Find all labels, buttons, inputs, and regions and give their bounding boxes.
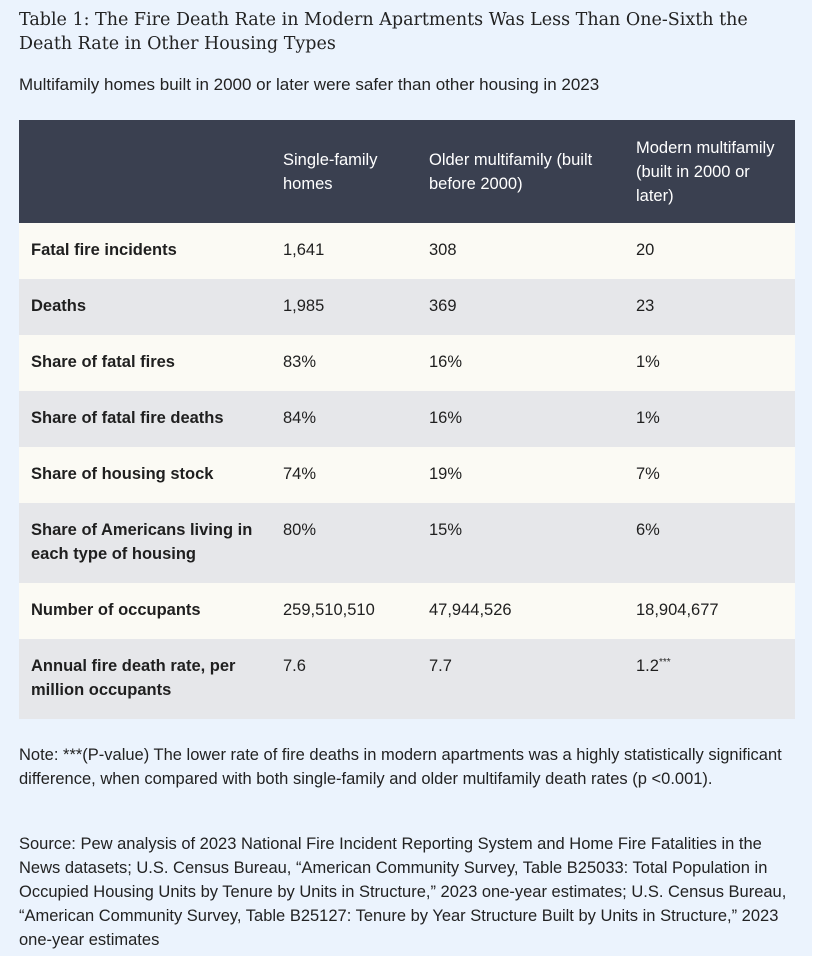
significance-marker: *** — [658, 657, 671, 668]
cell-value: 1.2 — [636, 657, 659, 675]
table-row: Share of fatal fire deaths 84% 16% 1% — [19, 391, 795, 447]
cell: 23 — [636, 279, 795, 335]
table-note: Note: ***(P-value) The lower rate of fir… — [19, 746, 782, 788]
cell: 83% — [283, 335, 429, 391]
cell: 259,510,510 — [283, 583, 429, 639]
cell: 1.2*** — [636, 639, 795, 719]
cell: 15% — [429, 503, 636, 583]
table-row: Deaths 1,985 369 23 — [19, 279, 795, 335]
header-row: Single-family homes Older multifamily (b… — [19, 120, 795, 223]
cell: 308 — [429, 223, 636, 279]
cell: 7.7 — [429, 639, 636, 719]
row-label: Fatal fire incidents — [19, 223, 283, 279]
table-row: Fatal fire incidents 1,641 308 20 — [19, 223, 795, 279]
header-modern-multifamily: Modern multifamily (built in 2000 or lat… — [636, 120, 795, 223]
row-label: Share of fatal fires — [19, 335, 283, 391]
table-row: Share of Americans living in each type o… — [19, 503, 795, 583]
row-label: Share of housing stock — [19, 447, 283, 503]
row-label: Deaths — [19, 279, 283, 335]
row-label: Number of occupants — [19, 583, 283, 639]
table-row: Number of occupants 259,510,510 47,944,5… — [19, 583, 795, 639]
cell: 7% — [636, 447, 795, 503]
row-label: Annual fire death rate, per million occu… — [19, 639, 283, 719]
cell: 19% — [429, 447, 636, 503]
table-title: Table 1: The Fire Death Rate in Modern A… — [19, 10, 748, 54]
cell: 18,904,677 — [636, 583, 795, 639]
cell: 16% — [429, 391, 636, 447]
cell: 7.6 — [283, 639, 429, 719]
table-source: Source: Pew analysis of 2023 National Fi… — [19, 835, 787, 949]
table-row: Share of fatal fires 83% 16% 1% — [19, 335, 795, 391]
table-row: Share of housing stock 74% 19% 7% — [19, 447, 795, 503]
cell: 1,641 — [283, 223, 429, 279]
fire-death-table: Single-family homes Older multifamily (b… — [19, 120, 795, 719]
cell: 80% — [283, 503, 429, 583]
header-single-family: Single-family homes — [283, 120, 429, 223]
cell: 47,944,526 — [429, 583, 636, 639]
header-older-multifamily: Older multifamily (built before 2000) — [429, 120, 636, 223]
cell: 369 — [429, 279, 636, 335]
cell: 1,985 — [283, 279, 429, 335]
cell: 84% — [283, 391, 429, 447]
cell: 6% — [636, 503, 795, 583]
cell: 1% — [636, 391, 795, 447]
table-subtitle: Multifamily homes built in 2000 or later… — [19, 75, 600, 94]
cell: 16% — [429, 335, 636, 391]
cell: 74% — [283, 447, 429, 503]
row-label: Share of fatal fire deaths — [19, 391, 283, 447]
table-row: Annual fire death rate, per million occu… — [19, 639, 795, 719]
cell: 1% — [636, 335, 795, 391]
row-label: Share of Americans living in each type o… — [19, 503, 283, 583]
cell: 20 — [636, 223, 795, 279]
header-empty — [19, 120, 283, 223]
